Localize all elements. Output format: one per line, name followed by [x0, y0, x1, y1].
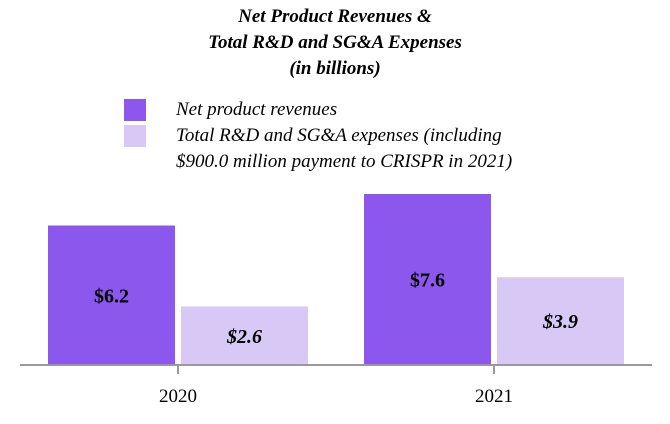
x-tick-label-2021: 2021 [475, 386, 513, 407]
bar-2021-series-0 [364, 194, 491, 365]
bar-2021-series-1 [497, 277, 624, 365]
bar-2020-series-1 [181, 306, 308, 365]
chart-title-line-3: (in billions) [289, 58, 381, 79]
legend-swatch-revenues [124, 99, 146, 121]
legend-label-expenses-line-1: Total R&D and SG&A expenses (including [176, 125, 502, 146]
data-label-2020-series-0: $6.2 [94, 285, 129, 307]
legend-swatch-expenses [124, 125, 146, 147]
x-tick-label-2020: 2020 [159, 386, 197, 407]
data-label-2021-series-0: $7.6 [410, 270, 445, 292]
data-label-2021-series-1: $3.9 [542, 311, 578, 333]
chart-title-line-2: Total R&D and SG&A Expenses [208, 32, 462, 53]
legend-label-expenses-line-2: $900.0 million payment to CRISPR in 2021… [176, 151, 513, 172]
bar-2020-series-0 [48, 225, 175, 365]
chart-title-line-1: Net Product Revenues & [238, 6, 432, 27]
data-label-2020-series-1: $2.6 [226, 326, 262, 348]
legend-label-revenues: Net product revenues [176, 99, 338, 120]
